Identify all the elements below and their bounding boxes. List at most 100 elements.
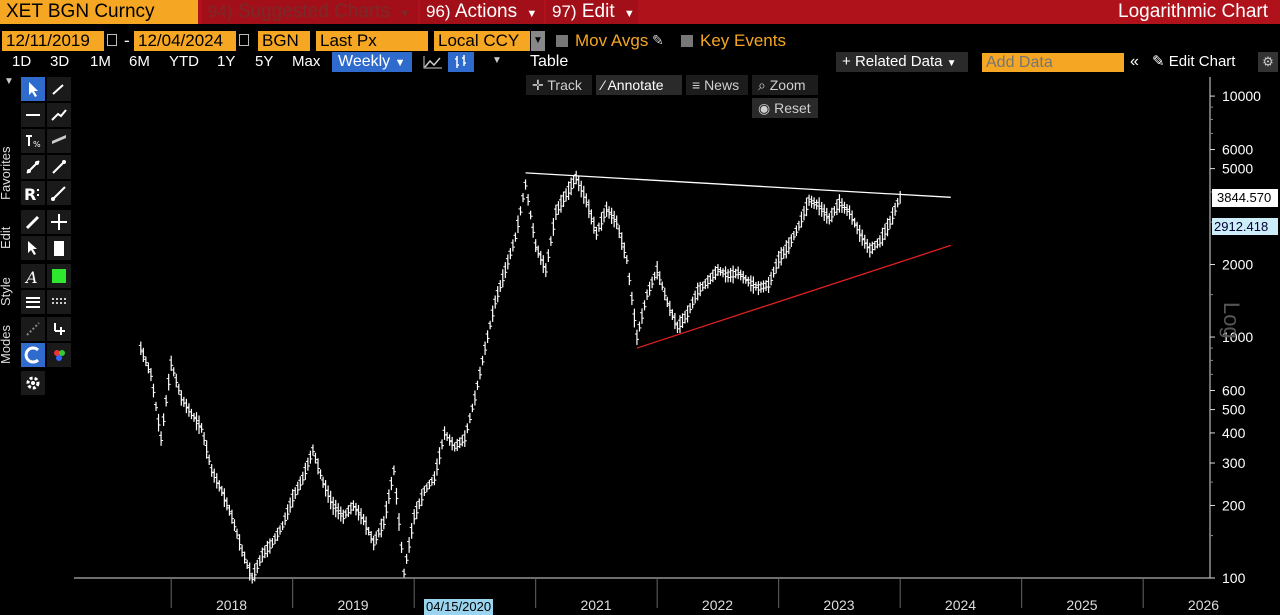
period-5y[interactable]: 5Y — [255, 53, 274, 70]
period-1d[interactable]: 1D — [12, 53, 32, 70]
end-date-field[interactable]: 12/04/2024 — [134, 31, 236, 51]
pencil-icon[interactable] — [21, 210, 45, 234]
x-tick-label: 2018 — [216, 597, 247, 613]
segment-icon[interactable] — [47, 155, 71, 179]
frequency-label: Weekly — [338, 53, 391, 70]
move-icon[interactable] — [47, 210, 71, 234]
frequency-select[interactable]: Weekly ▼ — [332, 52, 412, 72]
channel-icon[interactable] — [47, 129, 71, 153]
gear-icon[interactable] — [21, 371, 45, 395]
pencil-icon[interactable]: ✎ — [652, 32, 664, 48]
edit-chart-button[interactable]: ✎ Edit Chart — [1152, 52, 1235, 72]
crosshair-icon: ✛ — [532, 77, 548, 93]
svg-text:A: A — [24, 268, 38, 287]
actions-label: Actions — [454, 1, 518, 22]
trend-line-icon[interactable] — [47, 103, 71, 127]
chevron-down-icon[interactable]: ▼ — [492, 55, 502, 66]
tab-modes[interactable]: Modes — [0, 324, 13, 364]
eraser-icon[interactable] — [21, 317, 45, 341]
field-select[interactable]: Last Px — [316, 31, 428, 51]
date-separator: - — [124, 31, 130, 50]
regression-icon[interactable]: R — [21, 181, 45, 205]
tab-style[interactable]: Style — [0, 277, 13, 306]
fib-icon[interactable] — [21, 155, 45, 179]
chart-name: Logarithmic Chart — [1118, 1, 1268, 22]
chevron-down-icon[interactable]: ▼ — [531, 31, 545, 51]
table-button[interactable]: Table — [530, 53, 569, 70]
font-icon[interactable]: A — [21, 264, 45, 288]
edit-menu[interactable]: 97) Edit ▼ — [546, 0, 638, 24]
arrow-line-icon[interactable] — [47, 181, 71, 205]
calendar-icon[interactable] — [107, 34, 117, 46]
tab-edit[interactable]: Edit — [0, 226, 13, 249]
menu-number: 97) — [552, 2, 577, 21]
currency-select[interactable]: Local CCY — [434, 31, 530, 51]
y-tick-label: 6000 — [1222, 142, 1253, 158]
x-tick-label: 2019 — [337, 597, 368, 613]
collapse-icon[interactable]: « — [1130, 53, 1139, 70]
color-swatch-icon[interactable] — [47, 264, 71, 288]
annotate-button[interactable]: ⁄ Annotate — [596, 75, 682, 95]
chevron-down-icon[interactable]: ▼ — [4, 76, 14, 87]
pointer-icon[interactable] — [21, 77, 45, 101]
period-1m[interactable]: 1M — [90, 53, 111, 70]
snap-icon[interactable] — [47, 317, 71, 341]
related-data-menu[interactable]: + Related Data ▼ — [836, 52, 968, 72]
bar-chart-icon[interactable] — [448, 52, 474, 72]
chevron-down-icon: ▼ — [623, 8, 635, 20]
draw-line-icon[interactable] — [47, 77, 71, 101]
line-chart-icon[interactable] — [420, 52, 446, 72]
edit-label: Edit — [581, 1, 615, 22]
svg-text:%: % — [33, 140, 41, 149]
x-tick-label: 2024 — [945, 597, 976, 613]
source-field[interactable]: BGN — [258, 31, 310, 51]
line-weight-icon[interactable] — [21, 290, 45, 314]
zoom-label: Zoom — [769, 77, 806, 93]
period-6m[interactable]: 6M — [129, 53, 150, 70]
add-data-input[interactable] — [982, 53, 1124, 72]
x-tick-label: 2025 — [1066, 597, 1097, 613]
actions-menu[interactable]: 96) Actions ▼ — [420, 0, 544, 24]
track-button[interactable]: ✛ Track — [526, 75, 592, 95]
news-button[interactable]: ≡ News — [686, 75, 748, 95]
y-tick-label: 300 — [1222, 455, 1246, 471]
key-events-checkbox[interactable] — [681, 35, 693, 47]
period-1y[interactable]: 1Y — [217, 53, 236, 70]
trash-icon[interactable] — [47, 236, 71, 260]
palette-icon[interactable] — [47, 343, 71, 367]
reset-button[interactable]: ◉ Reset — [752, 98, 818, 118]
x-tick-label: 2026 — [1188, 597, 1219, 613]
period-max[interactable]: Max — [292, 53, 321, 70]
reset-icon: ◉ — [758, 100, 775, 116]
period-3d[interactable]: 3D — [50, 53, 70, 70]
chevron-down-icon: ▼ — [394, 57, 406, 69]
calendar-icon[interactable] — [239, 34, 249, 46]
chevron-down-icon: ▼ — [526, 8, 538, 20]
start-date-field[interactable]: 12/11/2019 — [2, 31, 104, 51]
settings-gear-icon[interactable]: ⚙ — [1258, 52, 1278, 72]
suggested-charts-menu[interactable]: 94) Suggested Charts ▼ — [202, 0, 418, 24]
tab-favorites[interactable]: Favorites — [0, 146, 13, 200]
line-style-icon[interactable] — [47, 290, 71, 314]
key-events-label: Key Events — [700, 31, 786, 50]
magnet-icon[interactable] — [21, 343, 45, 367]
x-tick-label: 2021 — [580, 597, 611, 613]
horizontal-line-icon[interactable] — [21, 103, 45, 127]
annotate-label: Annotate — [607, 77, 664, 93]
mov-avgs-checkbox[interactable] — [556, 35, 568, 47]
support-trendline — [636, 244, 952, 349]
svg-text:R: R — [24, 185, 36, 204]
percent-line-icon[interactable]: % — [21, 129, 45, 153]
price-bars — [138, 170, 900, 584]
select-icon[interactable] — [21, 236, 45, 260]
magnifier-icon: ⌕ — [758, 77, 770, 93]
period-ytd[interactable]: YTD — [169, 53, 199, 70]
y-tick-label: 200 — [1222, 497, 1246, 513]
y-tick-label: 5000 — [1222, 161, 1253, 177]
mov-avgs-label: Mov Avgs — [575, 31, 649, 50]
menu-number: 96) — [426, 2, 451, 21]
ticker-field[interactable]: XET BGN Curncy — [0, 0, 198, 24]
x-tick-label: 2023 — [823, 597, 854, 613]
zoom-button[interactable]: ⌕ Zoom — [752, 75, 818, 95]
